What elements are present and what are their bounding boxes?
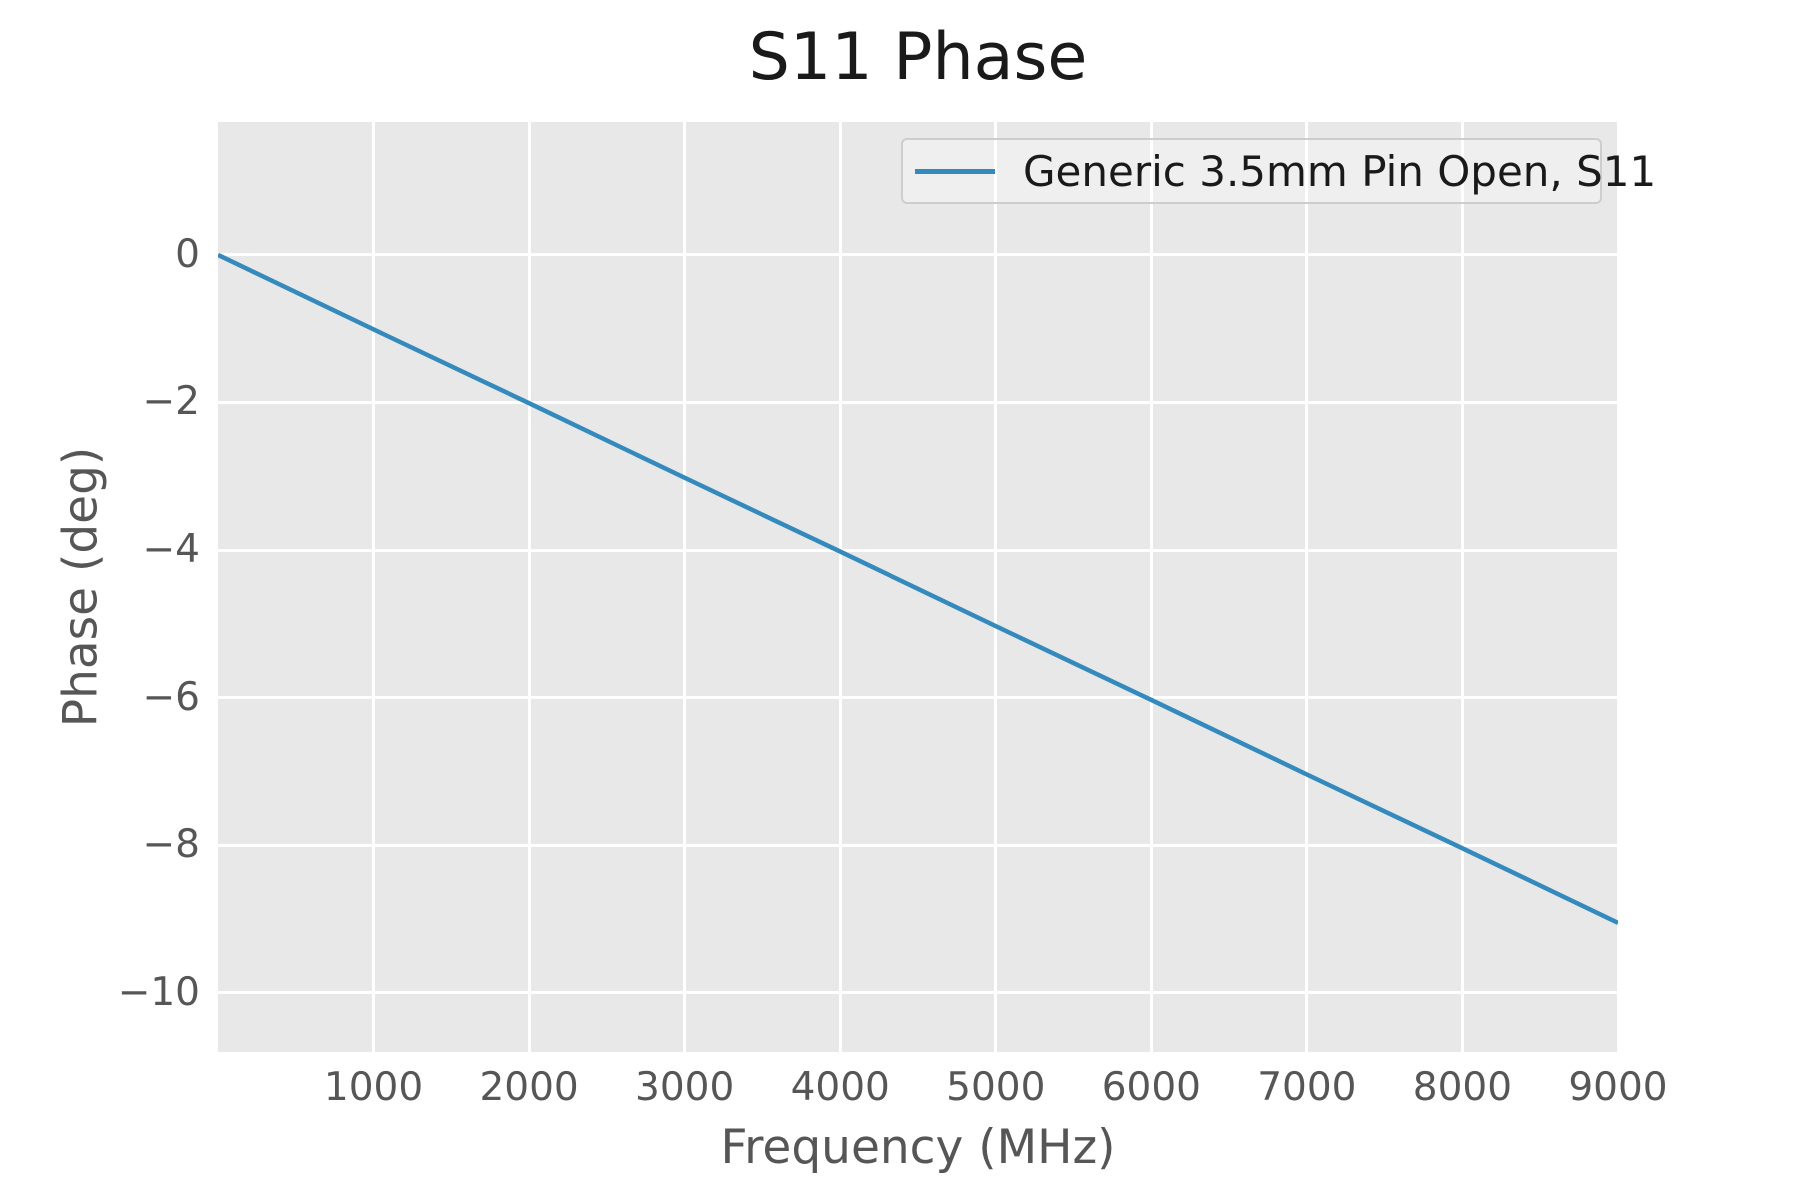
gridline-vertical <box>683 122 687 1052</box>
gridline-horizontal <box>218 991 1618 995</box>
plot-area: Generic 3.5mm Pin Open, S11 <box>218 122 1656 1052</box>
x-tick-label: 9000 <box>1568 1065 1668 1110</box>
x-tick-label: 1000 <box>323 1065 424 1110</box>
gridline-horizontal <box>218 843 1618 847</box>
gridline-horizontal <box>218 696 1618 700</box>
x-tick-label: 7000 <box>1257 1065 1357 1110</box>
y-tick-label: −6 <box>142 674 201 720</box>
legend-line-swatch <box>915 168 995 174</box>
x-axis-label: Frequency (MHz) <box>720 1120 1116 1175</box>
x-tick-label: 8000 <box>1412 1065 1513 1110</box>
gridline-horizontal <box>218 400 1618 404</box>
gridline-horizontal <box>218 548 1618 552</box>
y-tick-label: −10 <box>117 969 200 1015</box>
y-tick-label: −2 <box>142 379 201 425</box>
series-line <box>218 252 1618 925</box>
gridline-horizontal <box>218 253 1618 257</box>
x-tick-label: 6000 <box>1101 1065 1201 1110</box>
series-layer <box>218 252 1618 925</box>
gridline-vertical <box>1616 122 1620 1052</box>
gridline-vertical <box>838 122 842 1052</box>
legend: Generic 3.5mm Pin Open, S11 <box>901 138 1656 204</box>
gridline-vertical <box>372 122 376 1052</box>
y-tick-labels: 0 −2 −4 −6 −8 −10 <box>0 122 204 1052</box>
legend-label: Generic 3.5mm Pin Open, S11 <box>1023 146 1657 196</box>
gridline-vertical <box>1460 122 1464 1052</box>
gridline-vertical <box>994 122 998 1052</box>
x-tick-labels: 1000 2000 3000 4000 5000 6000 7000 8000 9000 <box>218 1064 1668 1114</box>
y-tick-label: −8 <box>142 822 201 868</box>
x-tick-label: 5000 <box>946 1065 1046 1110</box>
gridline-vertical <box>1305 122 1309 1052</box>
gridline-vertical <box>527 122 531 1052</box>
y-tick-label: −4 <box>142 527 201 573</box>
x-tick-label: 4000 <box>790 1065 890 1110</box>
y-tick-label: 0 <box>175 231 200 277</box>
x-tick-label: 2000 <box>479 1065 579 1110</box>
chart-title: S11 Phase <box>748 20 1088 95</box>
gridline-vertical <box>1149 122 1153 1052</box>
x-tick-label: 3000 <box>635 1065 735 1110</box>
